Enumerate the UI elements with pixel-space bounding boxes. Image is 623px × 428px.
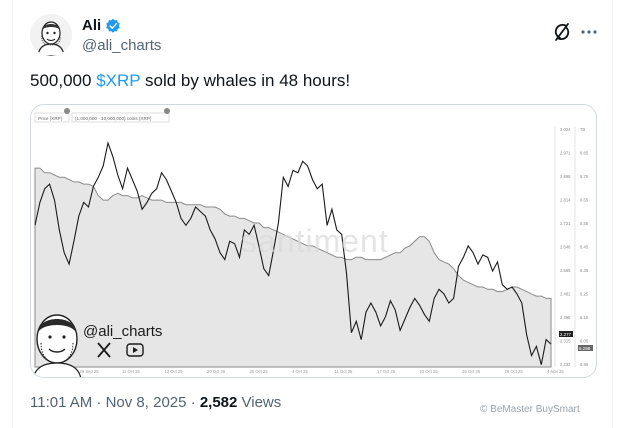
x-tick-label: 4 Oct 25	[292, 369, 308, 374]
author-handle[interactable]: @ali_charts	[82, 37, 162, 54]
price-current-label: 2.277	[560, 332, 572, 337]
y-holdings-tick-label: 6.45	[580, 245, 589, 250]
x-tick-label: 20 Oct 25	[207, 369, 226, 374]
post-text-prefix: 500,000	[30, 71, 97, 90]
y-price-tick-label: 2.482	[560, 292, 571, 297]
x-tick-label: 12 Oct 25	[165, 369, 184, 374]
ali-charts-brand	[32, 314, 82, 377]
post-text: 500,000 $XRP sold by whales in 48 hours!	[30, 70, 350, 92]
y-price-tick-label: 3.024	[560, 127, 571, 132]
post-media-chart[interactable]: Price (XRP) (1,000,000 - 10,000,000) coi…	[30, 104, 597, 378]
y-price-tick-label: 2.315	[560, 339, 571, 344]
footer-watermark: © BeMaster BuySmart	[480, 404, 580, 415]
y-axis-price-ticks: 3.024 2.971 2.898 2.814 2.731 2.648 2.565 2.482…	[560, 127, 571, 367]
y-holdings-tick-label: 6.65	[580, 198, 589, 203]
x-tick-label: 29 Oct 25	[505, 369, 524, 374]
avatar[interactable]	[30, 14, 72, 56]
youtube-logo-icon	[126, 343, 144, 357]
y-holdings-tick-label: 6.85	[580, 151, 589, 156]
views-label: Views	[237, 394, 282, 411]
legend-price-label: Price (XRP)	[38, 116, 63, 121]
y-price-tick-label: 2.232	[560, 362, 571, 367]
timeline-left-border	[12, 0, 13, 428]
y-holdings-tick-label: 6.75	[580, 174, 589, 179]
post-meta: 11:01 AM · Nov 8, 2025 · 2,582 Views	[30, 394, 281, 411]
x-tick-label: 22 Oct 25	[420, 369, 439, 374]
price-line	[34, 140, 552, 365]
cashtag-link[interactable]: $XRP	[96, 71, 141, 90]
y-price-tick-label: 2.648	[560, 245, 571, 250]
holdings-current-label: 6.29B	[579, 346, 591, 351]
post-header: Ali @ali_charts	[30, 14, 605, 58]
author-name-row[interactable]: Ali	[82, 17, 121, 34]
chart-svg: Price (XRP) (1,000,000 - 10,000,000) coi…	[31, 105, 596, 377]
brand-handle: @ali_charts	[83, 323, 162, 340]
y-axis-holdings-ticks: 7B 6.85 6.75 6.65 6.55 6.45 6.35 6.25 6.15 6.05 5.…	[580, 127, 589, 367]
x-tick-label: 11 Oct 25	[335, 369, 354, 374]
y-holdings-tick-label: 6.15	[580, 315, 589, 320]
post-text-suffix: sold by whales in 48 hours!	[140, 71, 351, 90]
x-tick-label: 11 Oct 25	[122, 369, 141, 374]
views-count[interactable]: 2,582	[199, 394, 238, 411]
y-holdings-tick-label: 7B	[580, 127, 585, 132]
y-holdings-tick-label: 6.05	[580, 339, 589, 344]
x-tick-label: 26 Oct 25	[250, 369, 269, 374]
legend-holdings-label: (1,000,000 - 10,000,000) coins (XRP)	[75, 116, 152, 121]
timeline-right-border	[612, 0, 613, 428]
x-tick-label: 26 Sep 25	[80, 369, 100, 374]
y-price-tick-label: 2.398	[560, 315, 571, 320]
y-price-tick-label: 2.814	[560, 198, 571, 203]
grok-icon[interactable]	[551, 21, 573, 43]
x-tick-label: 17 Oct 25	[377, 369, 396, 374]
santiment-watermark: santiment	[241, 223, 389, 259]
x-tick-label: 4 Nov 25	[547, 369, 564, 374]
holdings-area	[34, 167, 552, 368]
post-timestamp[interactable]: 11:01 AM · Nov 8, 2025 ·	[30, 394, 200, 411]
y-holdings-tick-label: 6.55	[580, 221, 589, 226]
y-price-tick-label: 2.971	[560, 151, 571, 156]
verified-badge-icon	[106, 18, 120, 33]
more-icon[interactable]	[578, 21, 600, 43]
y-holdings-tick-label: 6.25	[580, 292, 589, 297]
y-price-tick-label: 2.731	[560, 221, 571, 226]
author-display-name[interactable]: Ali	[82, 17, 102, 34]
y-price-tick-label: 2.565	[560, 268, 571, 273]
x-tick-label: 26 Oct 25	[462, 369, 481, 374]
cartoon-portrait-avatar-icon	[30, 14, 72, 56]
y-holdings-tick-label: 6.35	[580, 268, 589, 273]
y-holdings-tick-label: 5.95	[580, 362, 589, 367]
x-logo-icon	[97, 342, 111, 358]
y-price-tick-label: 2.898	[560, 174, 571, 179]
